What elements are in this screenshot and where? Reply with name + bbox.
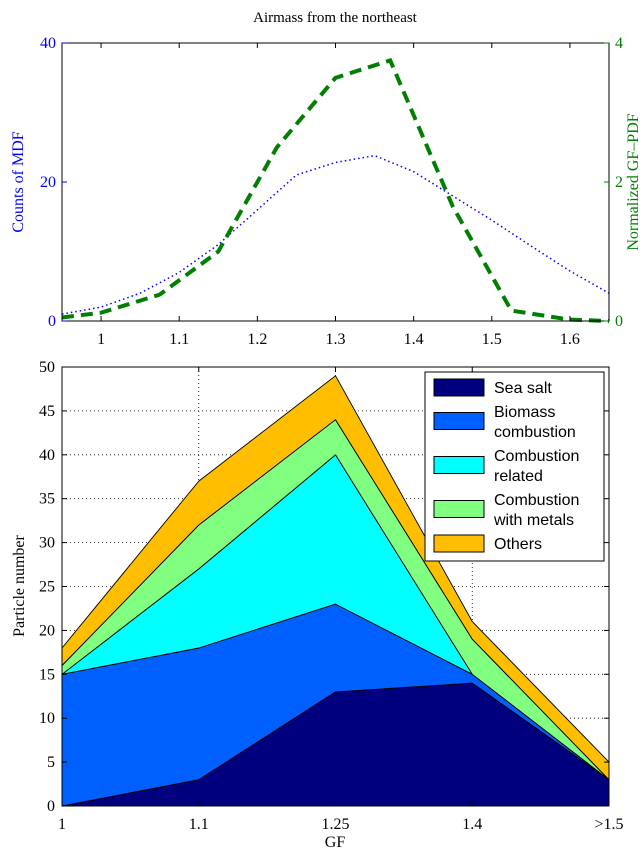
legend-swatch (433, 412, 485, 430)
bottom-y-tick-label: 50 (39, 359, 55, 376)
top-x-tick-label: 1.6 (560, 331, 580, 348)
bottom-y-tick-label: 40 (39, 447, 55, 464)
top-right-y-tick-label: 0 (615, 313, 623, 330)
bottom-x-axis-label: GF (325, 834, 346, 851)
top-x-tick-label: 1.3 (326, 331, 346, 348)
legend-swatch (433, 534, 485, 553)
bottom-y-tick-label: 10 (39, 710, 55, 727)
bottom-y-tick-label: 45 (39, 403, 55, 420)
bottom-x-tick-label: 1 (58, 816, 66, 833)
bottom-x-tick-label: 1.25 (322, 816, 350, 833)
bottom-area-layer (61, 375, 610, 807)
top-series-layer (61, 57, 610, 323)
top-right-y-axis-label: Normalized GF–PDF (625, 113, 642, 250)
top-left-y-tick-label: 0 (48, 313, 56, 330)
top-right-y-ticks: 0 2 4 (604, 35, 623, 330)
legend-label: with metals (493, 512, 574, 529)
bottom-y-tick-label: 15 (39, 666, 55, 683)
legend-label: Combustion (494, 492, 579, 509)
bottom-y-axis-label: Particle number (11, 534, 28, 636)
legend-label: combustion (494, 424, 576, 441)
legend-items: Sea salt Biomass combustion Combustion relat… (433, 378, 579, 553)
legend: Sea salt Biomass combustion Combustion relat… (424, 371, 605, 562)
top-line-chart: 1 1.1 1.2 1.3 1.4 1.5 1.6 0 20 40 0 2 4 Airmass fr… (10, 10, 642, 348)
top-right-y-tick-label: 2 (615, 174, 623, 191)
top-x-tick-label: 1.2 (247, 331, 267, 348)
bottom-y-tick-label: 25 (39, 579, 55, 596)
legend-label: Sea salt (494, 380, 552, 397)
legend-swatch (433, 500, 485, 518)
bottom-x-tick-label: 1.1 (189, 816, 209, 833)
legend-label: related (494, 468, 543, 485)
top-x-tick-label: 1.5 (482, 331, 502, 348)
top-right-y-tick-label: 4 (615, 35, 623, 52)
top-left-y-tick-label: 40 (40, 35, 56, 52)
top-left-y-tick-label: 20 (40, 174, 56, 191)
bottom-y-tick-label: 35 (39, 491, 55, 508)
legend-swatch (433, 378, 485, 397)
top-x-tick-label: 1.1 (169, 331, 189, 348)
legend-label: Combustion (494, 448, 579, 465)
legend-label: Biomass (494, 404, 555, 421)
mdf-counts-line (61, 154, 610, 315)
bottom-y-tick-label: 30 (39, 535, 55, 552)
legend-swatch (433, 456, 485, 474)
top-left-y-ticks: 0 20 40 (40, 35, 67, 330)
top-left-y-axis-label: Counts of MDF (10, 131, 27, 232)
gf-pdf-line (61, 57, 610, 323)
legend-label: Others (494, 536, 542, 553)
bottom-y-tick-label: 20 (39, 622, 55, 639)
bottom-x-ticks: 1 1.1 1.25 1.4 >1.5 (58, 367, 624, 833)
bottom-y-tick-label: 0 (47, 798, 55, 815)
bottom-x-tick-label: >1.5 (594, 816, 623, 833)
top-chart-title: Airmass from the northeast (253, 10, 418, 26)
bottom-x-tick-label: 1.4 (462, 816, 482, 833)
top-x-ticks: 1 1.1 1.2 1.3 1.4 1.5 1.6 (97, 43, 580, 348)
bottom-y-tick-label: 5 (47, 754, 55, 771)
bottom-y-ticks: 0 5 10 15 20 25 30 35 40 45 50 (39, 359, 609, 815)
top-x-tick-label: 1.4 (404, 331, 424, 348)
top-plot-area (62, 43, 609, 321)
top-x-tick-label: 1 (97, 331, 105, 348)
